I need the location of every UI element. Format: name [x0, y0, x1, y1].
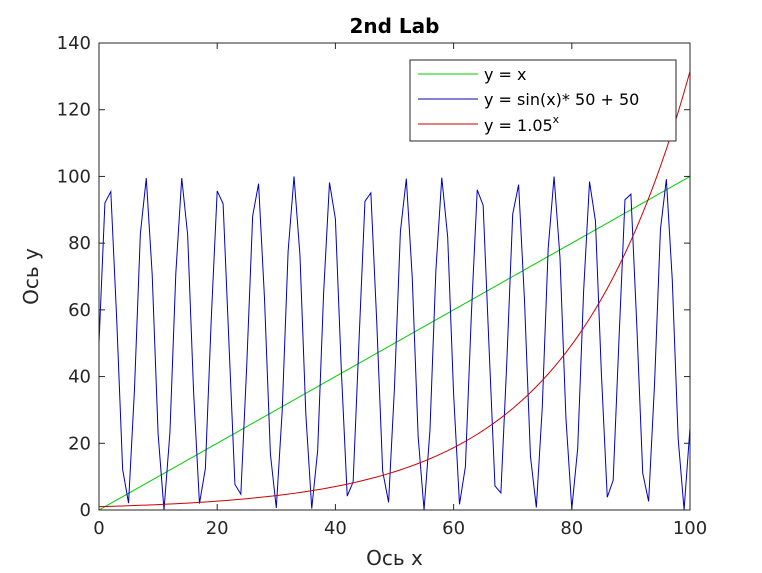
legend-label-exponential-superscript: x: [553, 113, 560, 126]
y-tick-label: 20: [68, 433, 91, 454]
legend: y = x y = sin(x)* 50 + 50 y = 1.05x: [409, 59, 677, 142]
y-tick-label: 100: [57, 166, 91, 187]
legend-label-exponential-base: y = 1.05: [484, 116, 553, 135]
y-axis-label: Ось y: [19, 248, 43, 305]
series-layer: [98, 71, 691, 511]
y-tick-label: 40: [68, 367, 91, 388]
chart-title: 2nd Lab: [350, 14, 440, 38]
plot-frame: [98, 42, 691, 511]
y-tick-label: 140: [57, 33, 91, 54]
y-tick-label: 80: [68, 233, 91, 254]
legend-label-sine: y = sin(x)* 50 + 50: [484, 90, 639, 109]
x-tick-label: 60: [442, 518, 465, 539]
y-tick-label: 60: [68, 300, 91, 321]
x-tick-label: 0: [93, 518, 104, 539]
series-linear: [98, 175, 691, 511]
legend-label-exponential: y = 1.05x: [484, 113, 560, 135]
legend-label-linear: y = x: [484, 65, 527, 84]
y-tick-label: 0: [80, 500, 91, 521]
series-exponential: [98, 71, 691, 508]
series-sine: [98, 176, 691, 511]
x-axis-label: Ось x: [366, 546, 423, 570]
x-tick-label: 20: [206, 518, 229, 539]
x-tick-label: 80: [560, 518, 583, 539]
y-tick-label: 120: [57, 100, 91, 121]
x-tick-label: 40: [324, 518, 347, 539]
tick-layer: 0 20 40 60 80 100 0 20 40 60 80 100 120 140: [57, 33, 708, 539]
x-tick-label: 100: [673, 518, 707, 539]
